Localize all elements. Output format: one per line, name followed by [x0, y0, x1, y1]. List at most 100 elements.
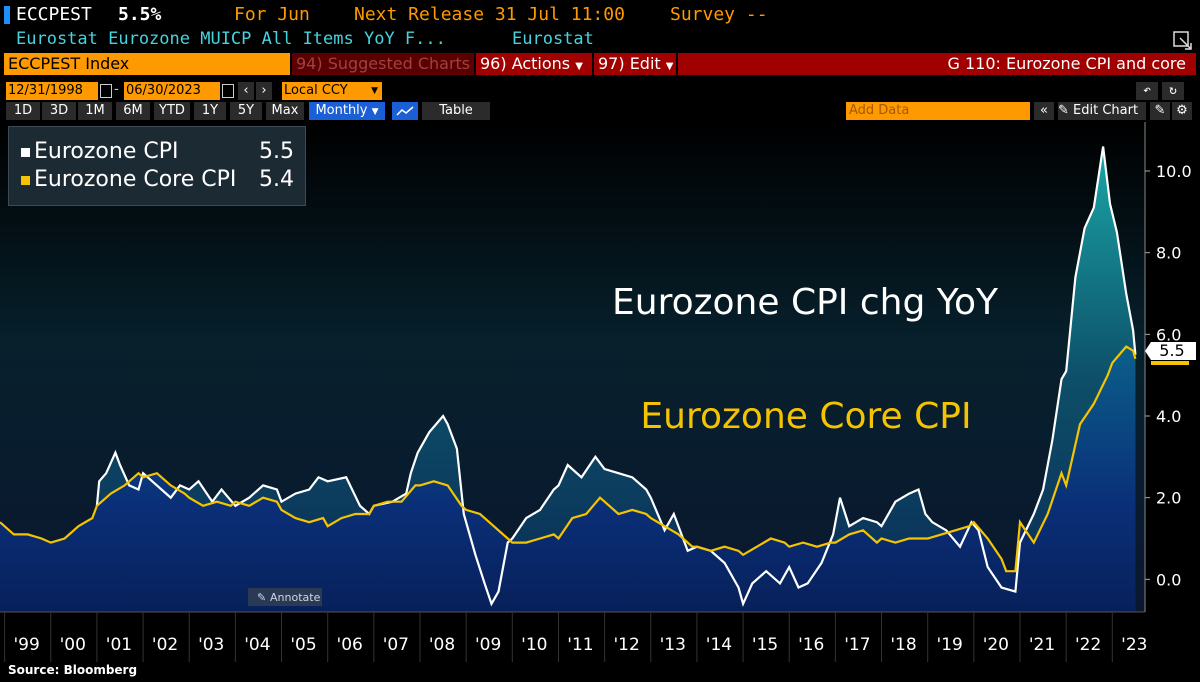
legend-core-name: Eurozone Core CPI [34, 167, 237, 192]
x-tick-label: '09 [475, 635, 501, 655]
x-tick-label: '16 [798, 635, 824, 655]
x-tick-label: '03 [198, 635, 224, 655]
legend-item-cpi[interactable]: Eurozone CPI [21, 139, 178, 164]
source-name: Eurostat [512, 29, 594, 49]
calendar-icon[interactable] [222, 84, 234, 98]
period-button-1m[interactable]: 1M [78, 102, 112, 120]
calendar-icon[interactable] [100, 84, 112, 98]
date-controls-row: 12/31/1998 - 06/30/2023 ‹ › Local CCY ▼ … [0, 82, 1200, 100]
x-tick-label: '22 [1075, 635, 1101, 655]
x-tick-label: '00 [60, 635, 86, 655]
x-tick-label: '23 [1121, 635, 1147, 655]
last-value-label: 5.5 [1159, 341, 1184, 360]
y-tick-label: 2.0 [1156, 489, 1181, 508]
cpi-annotation: Eurozone CPI chg YoY [612, 282, 999, 323]
period-button-5y[interactable]: 5Y [230, 102, 262, 120]
period-button-1y[interactable]: 1Y [194, 102, 226, 120]
undo-icon[interactable]: ↶ [1136, 82, 1158, 100]
legend-cpi-name: Eurozone CPI [34, 139, 179, 164]
popout-icon[interactable] [1172, 30, 1194, 50]
x-tick-label: '14 [706, 635, 732, 655]
toolbar-row: ECCPEST Index 94) Suggested Charts 96) A… [0, 53, 1200, 75]
edit-chart-label: Edit Chart [1073, 103, 1139, 118]
headline-value: 5.5% [118, 4, 162, 25]
annotate-label: Annotate [270, 591, 321, 604]
table-button[interactable]: Table [422, 102, 490, 120]
x-tick-label: '20 [983, 635, 1009, 655]
prev-period-button[interactable]: ‹ [238, 82, 254, 100]
annotate-button[interactable]: ✎ Annotate [248, 588, 322, 606]
next-period-button[interactable]: › [256, 82, 272, 100]
survey: Survey -- [670, 4, 768, 25]
cpi-series-line [95, 146, 1137, 608]
ticker[interactable]: ECCPEST [16, 4, 92, 25]
y-axis: 0.0 2.0 4.0 6.0 8.0 10.0 [1145, 162, 1192, 589]
currency-select[interactable]: Local CCY ▼ [282, 82, 382, 100]
line-chart-icon[interactable] [392, 102, 418, 120]
period-button-max[interactable]: Max [266, 102, 304, 120]
security-description: Eurostat Eurozone MUICP All Items YoY F.… [16, 29, 446, 49]
y-tick-label: 10.0 [1156, 162, 1192, 181]
chevron-down-icon: ▼ [371, 107, 379, 117]
cpi-line [95, 146, 1137, 608]
y-tick-label: 4.0 [1156, 407, 1181, 426]
pencil-icon: ✎ [257, 591, 266, 604]
period-controls-row: 1D 3D 1M 6M YTD 1Y 5Y Max Monthly ▼ Table Add D… [0, 102, 1200, 120]
core-area [0, 346, 1136, 612]
core-area-fill [0, 346, 1136, 612]
legend: Eurozone CPI 5.5 Eurozone Core CPI 5.4 [8, 126, 306, 206]
x-tick-label: '01 [106, 635, 132, 655]
x-tick-label: '02 [152, 635, 178, 655]
x-tick-label: '17 [844, 635, 870, 655]
legend-core-value: 5.4 [259, 167, 294, 192]
core-line [0, 345, 1137, 573]
actions-label: 96) Actions [480, 54, 571, 73]
x-axis: '99 '00 '01 '02 '03 '04 '05 '06 '07 '08 '09 '10 '11 '… [4, 612, 1147, 662]
x-tick-label: '12 [613, 635, 639, 655]
gear-icon[interactable]: ⚙ [1172, 102, 1192, 120]
edit-chart-button[interactable]: ✎ Edit Chart [1058, 102, 1146, 120]
edit-label: 97) Edit [598, 54, 661, 73]
currency-label: Local CCY [284, 83, 348, 98]
x-tick-label: '13 [660, 635, 686, 655]
next-release: Next Release 31 Jul 11:00 [354, 4, 625, 25]
chevron-down-icon: ▼ [371, 86, 378, 96]
x-tick-label: '05 [290, 635, 316, 655]
x-tick-label: '04 [244, 635, 270, 655]
period-button-6m[interactable]: 6M [116, 102, 150, 120]
pencil-icon: ✎ [1058, 103, 1069, 118]
core-last-marker [1151, 361, 1189, 365]
frequency-select[interactable]: Monthly ▼ [309, 102, 385, 120]
edit-menu[interactable]: 97) Edit ▼ [594, 53, 676, 75]
chart-canvas[interactable]: 0.0 2.0 4.0 6.0 8.0 10.0 '99 '00 '01 '02 '03 '04 '0… [0, 122, 1200, 682]
core-swatch [21, 175, 30, 185]
frequency-label: Monthly [315, 103, 368, 118]
core-series-line [0, 345, 1137, 573]
add-data-input[interactable]: Add Data [846, 102, 1030, 120]
x-tick-label: '06 [337, 635, 363, 655]
x-tick-label: '10 [521, 635, 547, 655]
period-button-ytd[interactable]: YTD [154, 102, 190, 120]
header-row: ECCPEST 5.5% For Jun Next Release 31 Jul… [0, 4, 1200, 28]
x-tick-label: '07 [383, 635, 409, 655]
y-tick-label: 6.0 [1156, 325, 1181, 344]
chevron-down-icon: ▼ [665, 61, 674, 72]
suggested-charts-button[interactable]: 94) Suggested Charts [292, 53, 474, 75]
collapse-icon[interactable]: « [1034, 102, 1054, 120]
x-tick-label: '08 [429, 635, 455, 655]
source-label: Source: Bloomberg [8, 663, 137, 677]
core-annotation: Eurozone Core CPI [640, 396, 971, 437]
ticker-marker [4, 6, 10, 24]
period-button-1d[interactable]: 1D [6, 102, 40, 120]
start-date-field[interactable]: 12/31/1998 [6, 82, 98, 100]
legend-item-core[interactable]: Eurozone Core CPI [21, 167, 236, 192]
refresh-icon[interactable]: ↻ [1162, 82, 1184, 100]
end-date-field[interactable]: 06/30/2023 [124, 82, 220, 100]
for-period: For Jun [234, 4, 310, 25]
chart-title-bar: G 110: Eurozone CPI and core [678, 53, 1196, 75]
security-field[interactable]: ECCPEST Index [4, 53, 290, 75]
period-button-3d[interactable]: 3D [42, 102, 76, 120]
actions-menu[interactable]: 96) Actions ▼ [476, 53, 592, 75]
last-value-tag: 5.5 [1145, 341, 1196, 365]
pencil-square-icon[interactable]: ✎ [1150, 102, 1170, 120]
